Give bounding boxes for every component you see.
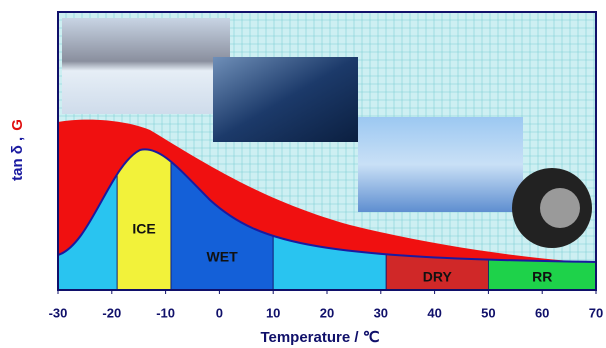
y-axis-label-part: G (9, 119, 26, 131)
y-axis-label: tan δ , G (9, 119, 26, 181)
x-tick-label: 40 (427, 305, 441, 320)
x-axis-label: Temperature / ℃ (260, 329, 379, 346)
x-tick-label: 20 (320, 305, 334, 320)
x-tick-label: 10 (266, 305, 280, 320)
chart: ICE WET DRY RR tan δ , G -30 -20 -10 0 10 20 30 40 5… (0, 0, 606, 348)
x-tick-label: -30 (49, 305, 68, 320)
x-tick-label: 70 (589, 305, 603, 320)
x-tick-label: -10 (156, 305, 175, 320)
photo-wet (213, 57, 358, 142)
y-axis-label-part: tan δ , (9, 137, 26, 181)
x-tick-label: -20 (102, 305, 121, 320)
region-label: ICE (132, 221, 155, 237)
region-label: RR (532, 269, 552, 285)
photo-ice (62, 18, 230, 114)
x-tick-label: 30 (374, 305, 388, 320)
x-ticks: -30 -20 -10 0 10 20 30 40 50 60 70 (49, 290, 604, 320)
region-label: WET (207, 249, 239, 265)
x-tick-label: 0 (216, 305, 223, 320)
x-tick-label: 60 (535, 305, 549, 320)
photo-dry (358, 117, 523, 212)
x-tick-label: 50 (481, 305, 495, 320)
photo-tire-rim (540, 188, 580, 228)
region-label: DRY (423, 269, 453, 285)
